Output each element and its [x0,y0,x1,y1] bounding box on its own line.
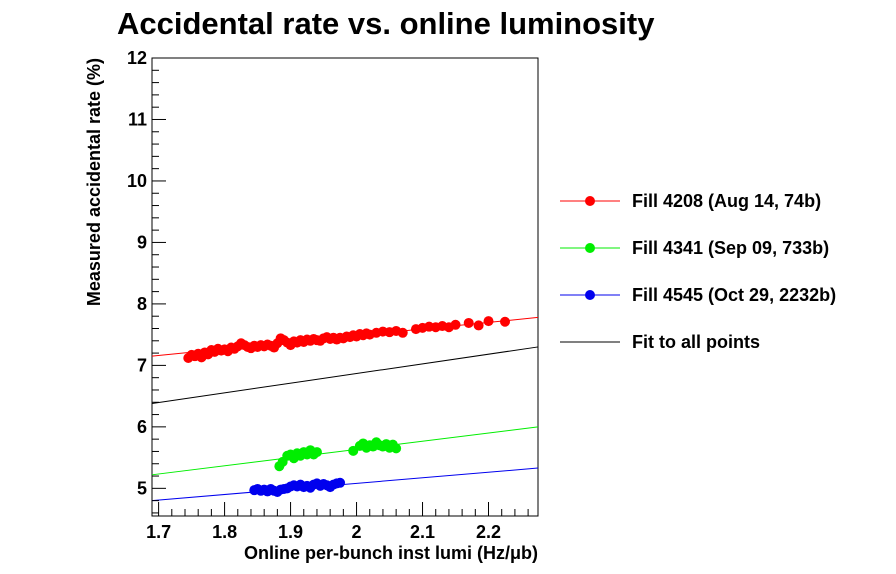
overall-fit-line [151,346,539,404]
y-tick-label: 6 [137,417,147,437]
x-tick-label: 1.7 [146,522,171,542]
series-1-point [463,317,474,328]
legend: Fill 4208 (Aug 14, 74b) Fill 4341 (Sep 09… [560,191,836,352]
legend-marker [585,243,595,253]
y-tick-label: 10 [127,171,147,191]
y-tick-label: 11 [128,109,147,129]
legend-label: Fill 4341 (Sep 09, 733b) [632,238,829,258]
legend-label: Fit to all points [632,332,760,352]
plot-frame [151,57,539,517]
series-2-point [391,443,402,454]
x-tick-label: 2.1 [410,522,435,542]
plot-border [151,57,539,517]
legend-entry: Fit to all points [560,332,760,352]
x-tick-label: 2 [352,522,362,542]
series-1-point [450,319,461,330]
x-axis-label: Online per-bunch inst lumi (Hz/μb) [244,543,538,563]
y-tick-label: 9 [137,232,147,252]
fit-lines [151,316,539,502]
legend-entry: Fill 4341 (Sep 09, 733b) [560,238,829,258]
y-axis-label: Measured accidental rate (%) [84,58,104,306]
series-3-point [335,477,346,488]
legend-entry: Fill 4208 (Aug 14, 74b) [560,191,821,211]
y-tick-label: 8 [137,294,147,314]
legend-label: Fill 4208 (Aug 14, 74b) [632,191,821,211]
series-1-point [473,320,484,331]
legend-entry: Fill 4545 (Oct 29, 2232b) [560,285,836,305]
legend-marker [585,196,595,206]
legend-label: Fill 4545 (Oct 29, 2232b) [632,285,836,305]
data-points [183,316,511,498]
legend-marker [585,290,595,300]
series-2-fit-line [151,426,539,476]
series-1-point [483,316,494,327]
y-axis: 5 6 7 8 9 10 11 12 [127,48,166,514]
x-tick-label: 1.9 [278,522,303,542]
x-axis: 1.7 1.8 1.9 2 2.1 2.2 [146,502,529,542]
series-3-fit-line [151,467,539,502]
series-1-point [500,316,511,327]
series-2-point [311,447,322,458]
y-tick-label: 7 [137,355,147,375]
x-tick-label: 2.2 [476,522,501,542]
x-tick-label: 1.8 [212,522,237,542]
y-tick-label: 5 [137,478,147,498]
chart-title: Accidental rate vs. online luminosity [117,6,655,41]
series-1-point [397,327,408,338]
y-tick-label: 12 [127,48,147,68]
